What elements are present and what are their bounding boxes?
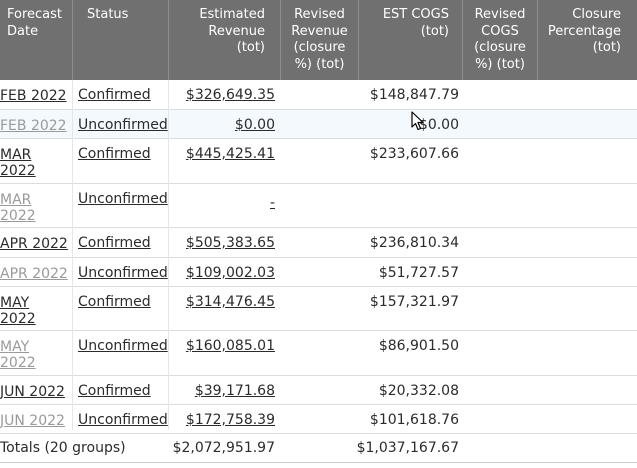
table-row: MAR 2022 Unconfirmed - [0, 184, 637, 228]
totals-row: Totals (20 groups) $2,072,951.97 $1,037,… [0, 434, 637, 462]
col-revised-revenue-header[interactable]: Revised Revenue (closure %) (tot) [280, 0, 358, 80]
table-header: Forecast Date Status Estimated Revenue (… [0, 0, 637, 80]
col-closure-percentage-header[interactable]: Closure Percentage (tot) [537, 0, 637, 80]
mouse-pointer-icon [411, 111, 424, 131]
totals-est-cogs: $1,037,167.67 [356, 440, 459, 456]
forecast-date-link[interactable]: MAY 2022 [0, 295, 36, 327]
forecast-date-link[interactable]: MAY 2022 [0, 339, 36, 371]
table-body: FEB 2022 Confirmed $326,649.35 $148,847.… [0, 80, 637, 434]
forecast-date-link[interactable]: FEB 2022 [0, 88, 67, 104]
table-row: JUN 2022 Unconfirmed $172,758.39 $101,61… [0, 405, 637, 434]
est-cogs-value: $86,901.50 [378, 338, 459, 354]
est-cogs-value: $157,321.97 [369, 294, 459, 310]
col-estimated-revenue-header[interactable]: Estimated Revenue (tot) [168, 0, 280, 80]
table-row: JUN 2022 Confirmed $39,171.68 $20,332.08 [0, 376, 637, 405]
totals-estimated-revenue: $2,072,951.97 [172, 440, 275, 456]
status-link[interactable]: Confirmed [78, 383, 151, 399]
status-link[interactable]: Unconfirmed [78, 338, 168, 354]
table-row: MAR 2022 Confirmed $445,425.41 $233,607.… [0, 139, 637, 184]
forecast-date-link[interactable]: JUN 2022 [0, 384, 65, 400]
estimated-revenue-link[interactable]: $326,649.35 [185, 87, 275, 103]
estimated-revenue-link[interactable]: - [269, 195, 275, 211]
column-divider [168, 80, 169, 430]
table-row: MAY 2022 Unconfirmed $160,085.01 $86,901… [0, 331, 637, 376]
status-link[interactable]: Confirmed [78, 235, 151, 251]
table-row: APR 2022 Confirmed $505,383.65 $236,810.… [0, 228, 637, 258]
status-link[interactable]: Confirmed [78, 294, 151, 310]
table-row: MAY 2022 Confirmed $314,476.45 $157,321.… [0, 287, 637, 331]
status-link[interactable]: Unconfirmed [78, 265, 168, 281]
forecast-date-link[interactable]: APR 2022 [0, 266, 68, 282]
est-cogs-value: $148,847.79 [369, 87, 459, 103]
estimated-revenue-link[interactable]: $505,383.65 [185, 235, 275, 251]
est-cogs-value: $233,607.66 [369, 146, 459, 162]
totals-label: Totals (20 groups) [0, 440, 126, 456]
est-cogs-value: $51,727.57 [378, 265, 459, 281]
status-link[interactable]: Unconfirmed [78, 412, 168, 428]
est-cogs-value: $0.00 [418, 117, 459, 133]
estimated-revenue-link[interactable]: $109,002.03 [185, 265, 275, 281]
estimated-revenue-link[interactable]: $160,085.01 [185, 338, 275, 354]
status-link[interactable]: Confirmed [78, 87, 151, 103]
col-est-cogs-header[interactable]: EST COGS (tot) [358, 0, 462, 80]
est-cogs-value: $236,810.34 [369, 235, 459, 251]
forecast-date-link[interactable]: FEB 2022 [0, 118, 67, 134]
est-cogs-value: $20,332.08 [378, 383, 459, 399]
table-row: FEB 2022 Confirmed $326,649.35 $148,847.… [0, 80, 637, 110]
col-revised-cogs-header[interactable]: Revised COGS (closure %) (tot) [462, 0, 537, 80]
status-link[interactable]: Confirmed [78, 146, 151, 162]
table-row: APR 2022 Unconfirmed $109,002.03 $51,727… [0, 258, 637, 287]
status-link[interactable]: Unconfirmed [78, 117, 168, 133]
forecast-date-link[interactable]: MAR 2022 [0, 192, 36, 224]
forecast-date-link[interactable]: JUN 2022 [0, 413, 65, 429]
est-cogs-value: $101,618.76 [369, 412, 459, 428]
estimated-revenue-link[interactable]: $445,425.41 [185, 146, 275, 162]
totals-divider [0, 462, 637, 463]
col-forecast-date-header[interactable]: Forecast Date [7, 7, 63, 39]
column-divider [72, 80, 73, 430]
estimated-revenue-link[interactable]: $172,758.39 [185, 412, 275, 428]
estimated-revenue-link[interactable]: $314,476.45 [185, 294, 275, 310]
estimated-revenue-link[interactable]: $0.00 [234, 117, 275, 133]
forecast-date-link[interactable]: MAR 2022 [0, 147, 36, 179]
status-link[interactable]: Unconfirmed [78, 191, 168, 207]
table-row: FEB 2022 Unconfirmed $0.00 $0.00 [0, 110, 637, 139]
col-status-header[interactable]: Status [72, 0, 168, 80]
estimated-revenue-link[interactable]: $39,171.68 [194, 383, 275, 399]
forecast-date-link[interactable]: APR 2022 [0, 236, 68, 252]
